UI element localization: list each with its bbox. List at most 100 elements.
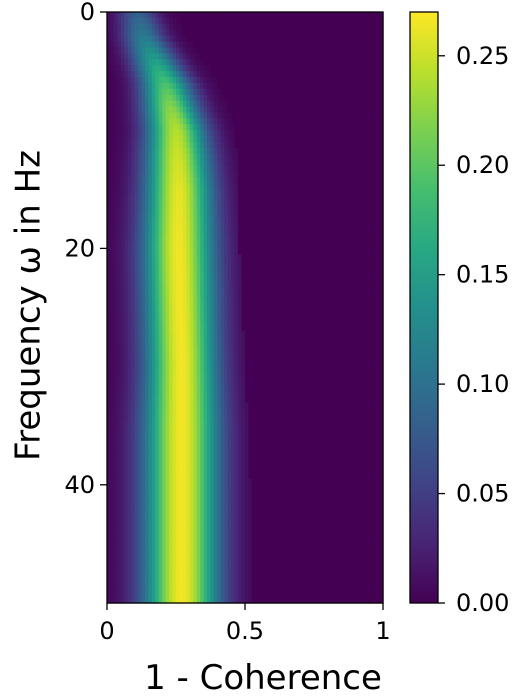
- heatmap-cell: [189, 254, 194, 261]
- heatmap-cell: [193, 77, 198, 84]
- heatmap-cell: [186, 289, 191, 297]
- heatmap-cell: [269, 254, 274, 261]
- heatmap-cell: [255, 230, 260, 238]
- heatmap-cell: [165, 354, 170, 362]
- heatmap-cell: [300, 171, 305, 179]
- heatmap-cell: [276, 207, 281, 214]
- heatmap-cell: [227, 65, 232, 72]
- heatmap-cell: [127, 348, 132, 356]
- heatmap-cell: [262, 272, 267, 279]
- heatmap-cell: [334, 201, 339, 208]
- heatmap-cell: [303, 88, 308, 96]
- heatmap-cell: [251, 136, 256, 143]
- heatmap-cell: [341, 348, 346, 356]
- heatmap-cell: [217, 17, 222, 25]
- heatmap-cell: [338, 183, 343, 190]
- heatmap-cell: [224, 118, 229, 125]
- heatmap-cell: [182, 94, 187, 102]
- heatmap-cell: [162, 112, 167, 119]
- heatmap-cell: [176, 82, 181, 90]
- heatmap-cell: [317, 277, 322, 285]
- heatmap-cell: [107, 319, 112, 326]
- heatmap-cell: [165, 94, 170, 102]
- heatmap-cell: [234, 331, 239, 338]
- heatmap-cell: [227, 218, 232, 226]
- heatmap-cell: [138, 254, 143, 261]
- heatmap-cell: [310, 23, 315, 31]
- heatmap-cell: [138, 230, 143, 238]
- heatmap-cell: [144, 295, 149, 303]
- heatmap-cell: [258, 283, 263, 291]
- heatmap-cell: [196, 378, 201, 385]
- heatmap-cell: [162, 35, 167, 43]
- heatmap-cell: [165, 106, 170, 114]
- heatmap-cell: [338, 360, 343, 368]
- heatmap-cell: [355, 153, 360, 161]
- heatmap-cell: [182, 35, 187, 43]
- heatmap-cell: [241, 153, 246, 161]
- heatmap-cell: [182, 277, 187, 285]
- heatmap-cell: [262, 230, 267, 238]
- heatmap-cell: [227, 112, 232, 119]
- heatmap-cell: [220, 230, 225, 238]
- heatmap-cell: [369, 342, 374, 350]
- heatmap-cell: [320, 71, 325, 78]
- heatmap-cell: [155, 23, 160, 31]
- heatmap-cell: [345, 319, 350, 326]
- heatmap-cell: [289, 94, 294, 102]
- heatmap-cell: [358, 195, 363, 202]
- heatmap-cell: [231, 337, 236, 344]
- heatmap-cell: [207, 242, 212, 249]
- heatmap-cell: [238, 136, 243, 143]
- heatmap-cell: [227, 77, 232, 84]
- heatmap-cell: [355, 29, 360, 37]
- heatmap-cell: [165, 165, 170, 173]
- heatmap-cell: [300, 201, 305, 208]
- heatmap-cell: [203, 106, 208, 114]
- heatmap-cell: [241, 366, 246, 374]
- heatmap-cell: [144, 301, 149, 309]
- heatmap-cell: [176, 224, 181, 232]
- heatmap-cell: [124, 337, 129, 344]
- heatmap-cell: [362, 171, 367, 179]
- heatmap-cell: [334, 23, 339, 31]
- heatmap-cell: [341, 342, 346, 350]
- heatmap-cell: [351, 331, 356, 338]
- heatmap-cell: [327, 177, 332, 184]
- heatmap-cell: [272, 23, 277, 31]
- heatmap-cell: [286, 35, 291, 43]
- heatmap-cell: [220, 236, 225, 244]
- heatmap-cell: [148, 82, 153, 90]
- heatmap-cell: [107, 230, 112, 238]
- heatmap-cell: [320, 283, 325, 291]
- heatmap-cell: [217, 348, 222, 356]
- heatmap-cell: [279, 159, 284, 167]
- heatmap-cell: [151, 71, 156, 78]
- heatmap-cell: [293, 331, 298, 338]
- heatmap-cell: [282, 165, 287, 173]
- heatmap-cell: [124, 53, 129, 60]
- heatmap-cell: [279, 354, 284, 362]
- heatmap-cell: [351, 118, 356, 125]
- heatmap-cell: [265, 307, 270, 315]
- heatmap-cell: [134, 142, 139, 149]
- heatmap-cell: [348, 88, 353, 96]
- heatmap-cell: [376, 313, 381, 320]
- heatmap-cell: [293, 360, 298, 368]
- heatmap-cell: [165, 136, 170, 143]
- heatmap-cell: [113, 106, 118, 114]
- heatmap-cell: [345, 88, 350, 96]
- heatmap-cell: [251, 342, 256, 350]
- heatmap-cell: [189, 65, 194, 72]
- heatmap-cell: [307, 106, 312, 114]
- heatmap-cell: [213, 218, 218, 226]
- heatmap-cell: [272, 71, 277, 78]
- heatmap-cell: [334, 165, 339, 173]
- heatmap-cell: [120, 12, 125, 19]
- heatmap-cell: [355, 23, 360, 31]
- heatmap-cell: [158, 254, 163, 261]
- heatmap-cell: [286, 124, 291, 131]
- heatmap-cell: [141, 331, 146, 338]
- heatmap-cell: [193, 106, 198, 114]
- heatmap-cell: [141, 171, 146, 179]
